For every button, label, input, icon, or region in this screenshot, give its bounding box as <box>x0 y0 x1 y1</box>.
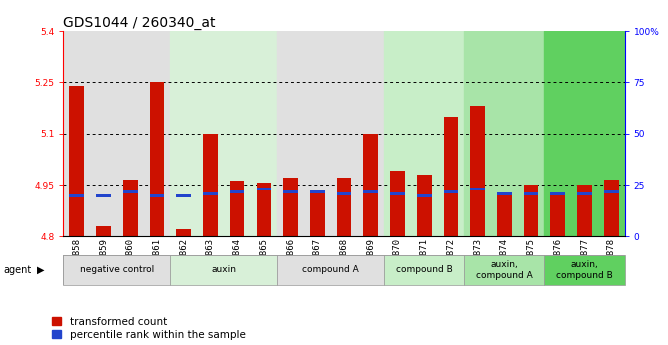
Bar <box>257 188 271 190</box>
Bar <box>230 180 244 236</box>
Legend: transformed count, percentile rank within the sample: transformed count, percentile rank withi… <box>52 317 246 340</box>
Bar <box>363 190 378 193</box>
Bar <box>337 178 351 236</box>
Bar <box>464 255 544 285</box>
Bar <box>176 229 191 236</box>
Bar <box>604 180 619 236</box>
Bar <box>310 190 325 193</box>
Bar <box>497 195 512 236</box>
Bar <box>470 188 485 190</box>
Bar <box>150 82 164 236</box>
Text: agent: agent <box>3 265 31 275</box>
Bar <box>123 180 138 236</box>
Bar <box>63 255 170 285</box>
Bar <box>497 192 512 195</box>
Bar <box>524 185 538 236</box>
Bar <box>550 192 565 195</box>
Bar <box>283 178 298 236</box>
Bar <box>69 194 84 197</box>
Bar <box>390 192 405 195</box>
Text: compound B: compound B <box>396 265 452 275</box>
Bar <box>170 255 277 285</box>
Text: compound A: compound A <box>303 265 359 275</box>
Bar <box>203 134 218 236</box>
Bar <box>230 190 244 193</box>
Bar <box>390 171 405 236</box>
Bar <box>277 31 384 236</box>
Bar <box>417 194 432 197</box>
Bar <box>283 190 298 193</box>
Bar <box>470 106 485 236</box>
Text: negative control: negative control <box>79 265 154 275</box>
Text: GDS1044 / 260340_at: GDS1044 / 260340_at <box>63 16 216 30</box>
Bar <box>96 226 111 236</box>
Text: auxin,
compound B: auxin, compound B <box>556 260 613 280</box>
Text: auxin,
compound A: auxin, compound A <box>476 260 532 280</box>
Bar <box>464 31 544 236</box>
Bar <box>170 31 277 236</box>
Bar <box>337 192 351 195</box>
Bar <box>417 175 432 236</box>
Bar <box>444 190 458 193</box>
Bar <box>123 190 138 193</box>
Bar <box>277 255 384 285</box>
Text: ▶: ▶ <box>37 265 44 275</box>
Bar <box>96 194 111 197</box>
Bar <box>524 192 538 195</box>
Bar <box>69 86 84 236</box>
Bar <box>577 185 592 236</box>
Bar <box>577 192 592 195</box>
Bar <box>310 190 325 236</box>
Bar <box>203 192 218 195</box>
Bar <box>544 255 625 285</box>
Bar <box>257 183 271 236</box>
Bar <box>150 194 164 197</box>
Bar <box>63 31 170 236</box>
Bar <box>384 255 464 285</box>
Bar <box>384 31 464 236</box>
Bar <box>444 117 458 236</box>
Bar <box>176 194 191 197</box>
Bar <box>604 190 619 193</box>
Text: auxin: auxin <box>211 265 236 275</box>
Bar <box>550 192 565 236</box>
Bar <box>363 134 378 236</box>
Bar <box>544 31 625 236</box>
